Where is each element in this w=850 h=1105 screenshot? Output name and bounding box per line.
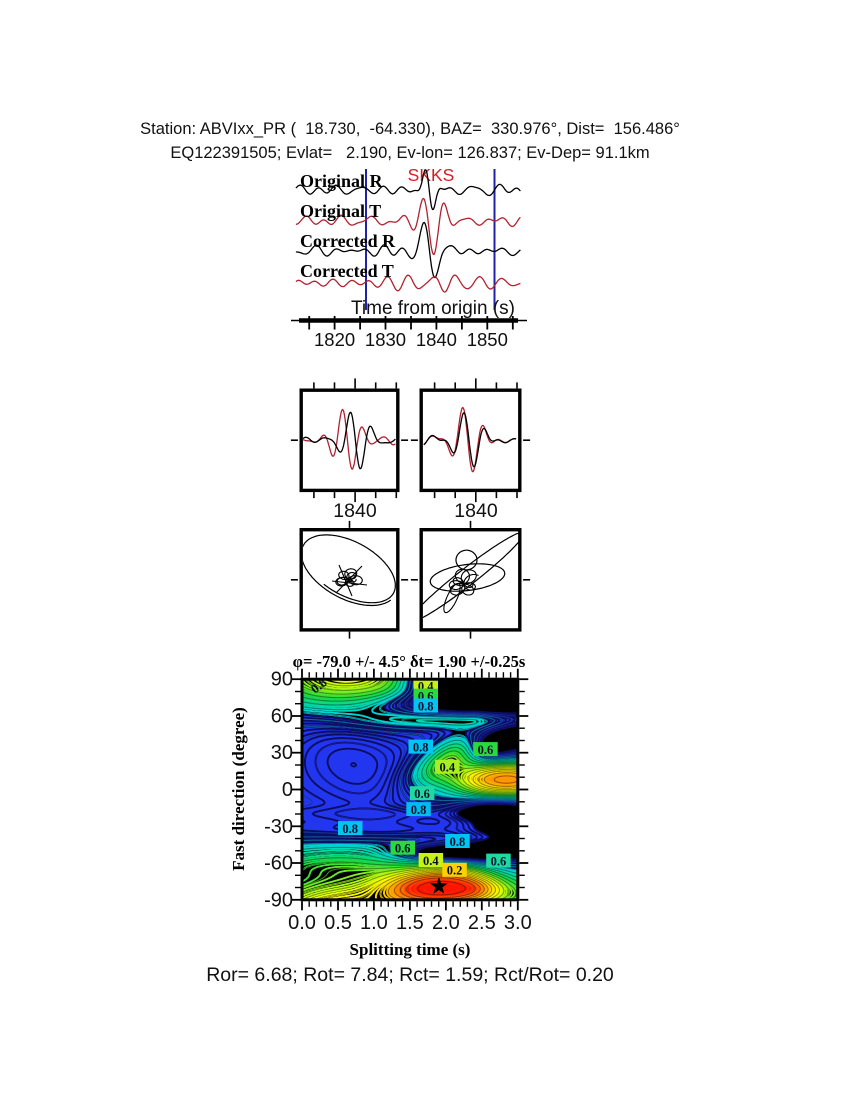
svg-text:Station: ABVIxx_PR ( 18.730,: Station: ABVIxx_PR ( 18.730, -64.330), B… [140,120,680,138]
svg-text:1.5: 1.5 [396,912,424,934]
svg-text:0.8: 0.8 [411,803,427,817]
svg-text:0.6: 0.6 [478,743,494,757]
svg-text:1830: 1830 [365,329,406,350]
svg-text:1820: 1820 [314,329,355,350]
svg-text:Original T: Original T [300,201,381,221]
svg-text:0.8: 0.8 [342,822,358,836]
svg-text:2.5: 2.5 [468,912,496,934]
svg-text:Corrected R: Corrected R [300,231,396,251]
svg-text:2.0: 2.0 [432,912,460,934]
svg-text:1840: 1840 [416,329,457,350]
svg-text:1840: 1840 [454,500,498,522]
svg-text:60: 60 [271,706,293,728]
svg-text:Original R: Original R [300,171,384,191]
svg-text:30: 30 [271,742,293,764]
svg-text:3.0: 3.0 [504,912,532,934]
svg-text:1.0: 1.0 [360,912,388,934]
svg-text:1840: 1840 [333,500,377,522]
svg-text:0.6: 0.6 [395,842,411,856]
svg-text:-90: -90 [264,889,293,911]
svg-text:Time from origin (s): Time from origin (s) [351,298,515,319]
svg-text:EQ122391505; Evlat= 2.190, E: EQ122391505; Evlat= 2.190, Ev-lon= 126.8… [170,144,649,162]
svg-text:0: 0 [282,779,293,801]
svg-text:0.8: 0.8 [418,699,434,713]
svg-text:1850: 1850 [467,329,508,350]
svg-text:Corrected T: Corrected T [300,261,394,281]
svg-text:Splitting time (s): Splitting time (s) [350,940,471,959]
svg-text:90: 90 [271,669,293,691]
svg-text:Fast direction (degree): Fast direction (degree) [229,707,248,871]
svg-text:SKKS: SKKS [408,165,455,185]
svg-text:0.6: 0.6 [414,787,430,801]
svg-text:0.6: 0.6 [491,854,507,868]
svg-text:-30: -30 [264,816,293,838]
svg-text:0.8: 0.8 [450,835,466,849]
svg-text:0.2: 0.2 [447,864,463,878]
svg-text:0.4: 0.4 [423,854,439,868]
svg-text:0.0: 0.0 [288,912,316,934]
svg-text:0.8: 0.8 [413,740,429,754]
svg-text:φ= -79.0 +/- 4.5° δt= 1.90 +/-: φ= -79.0 +/- 4.5° δt= 1.90 +/-0.25s [293,652,526,671]
svg-text:0.4: 0.4 [439,761,455,775]
svg-text:-60: -60 [264,853,293,875]
svg-text:Ror= 6.68; Rot= 7.84; Rct= 1.5: Ror= 6.68; Rot= 7.84; Rct= 1.59; Rct/Rot… [206,964,614,986]
svg-text:0.5: 0.5 [324,912,352,934]
